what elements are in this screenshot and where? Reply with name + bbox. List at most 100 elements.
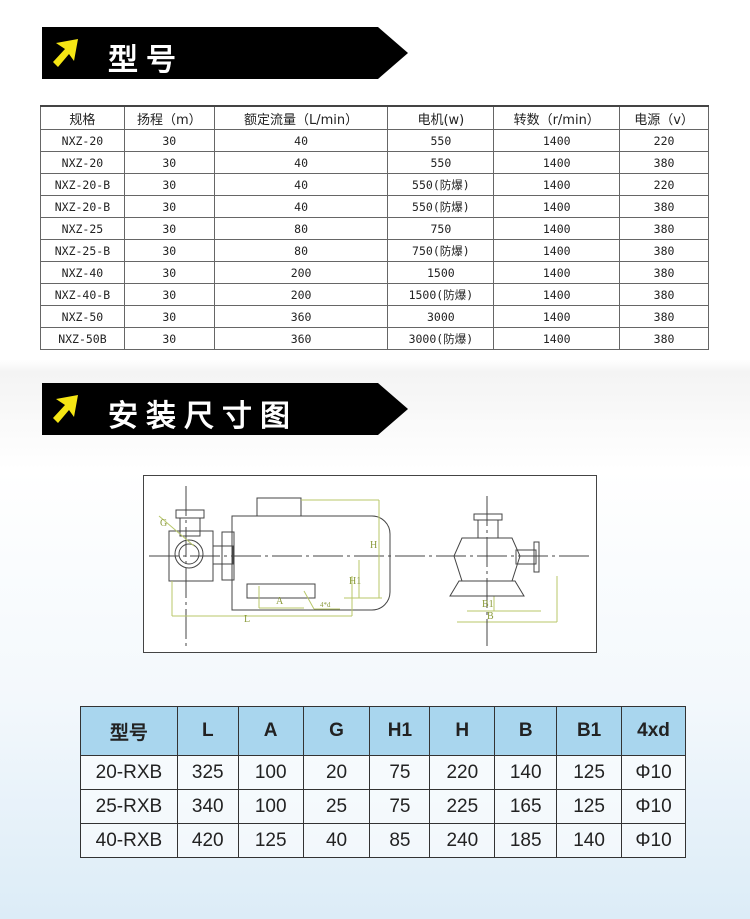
table-cell: 380 [619, 239, 709, 262]
table-row: 25-RXB 340 100 25 75 225 165 125 Φ10 [80, 789, 686, 824]
table-cell: 380 [619, 195, 709, 218]
table-cell: 85 [369, 823, 431, 858]
table-cell: NXZ-25 [40, 217, 125, 240]
table-cell: 1400 [493, 217, 621, 240]
table-cell: NXZ-20-B [40, 195, 125, 218]
table-cell: 30 [123, 129, 215, 152]
table-cell: 125 [556, 755, 623, 790]
table-cell: 1400 [493, 151, 621, 174]
table-cell: 420 [176, 823, 239, 858]
table-cell: 30 [123, 217, 215, 240]
column-header: L [176, 706, 239, 756]
column-header: G [302, 706, 371, 756]
table-cell: NXZ-40 [40, 261, 125, 284]
table-row: NXZ-20 30 40 550 1400 220 [40, 129, 709, 152]
table-cell: NXZ-50B [40, 327, 125, 350]
table-cell: NXZ-25-B [40, 239, 125, 262]
column-header: 型号 [80, 706, 178, 756]
section-title: 型号 [108, 43, 184, 78]
table-cell: 550(防爆) [387, 195, 495, 218]
table-cell: 220 [619, 173, 709, 196]
table-cell: Φ10 [621, 823, 686, 858]
table-row: NXZ-20-B 30 40 550(防爆) 1400 380 [40, 195, 709, 218]
column-header: 电源（v） [619, 105, 709, 130]
table-cell: 30 [123, 173, 215, 196]
table-row: NXZ-50B 30 360 3000(防爆) 1400 380 [40, 327, 709, 350]
table-cell: 30 [123, 195, 215, 218]
table-cell: NXZ-50 [40, 305, 125, 328]
table-cell: 240 [429, 823, 496, 858]
table-cell: NXZ-20-B [40, 173, 125, 196]
diagram-label-4d: 4*d [320, 601, 331, 609]
column-header: 扬程（m） [123, 105, 215, 130]
table-cell: 380 [619, 261, 709, 284]
table-cell: 1400 [493, 129, 621, 152]
column-header: B1 [556, 706, 623, 756]
column-header: 额定流量（L/min） [213, 105, 389, 130]
table-cell: 380 [619, 283, 709, 306]
table-cell: 1400 [493, 239, 621, 262]
column-header: A [237, 706, 304, 756]
table-cell: 1400 [493, 305, 621, 328]
table-row: NXZ-50 30 360 3000 1400 380 [40, 305, 709, 328]
table-cell: 40 [213, 129, 389, 152]
table-cell: 30 [123, 261, 215, 284]
table-cell: 25 [302, 789, 371, 824]
table-cell: 1500(防爆) [387, 283, 495, 306]
table-cell: 220 [619, 129, 709, 152]
table-cell: 750(防爆) [387, 239, 495, 262]
table-row: NXZ-40-B 30 200 1500(防爆) 1400 380 [40, 283, 709, 306]
column-header: 电机(w) [387, 105, 495, 130]
table-cell: NXZ-20 [40, 151, 125, 174]
diagram-label-l: L [244, 614, 250, 625]
table-cell: 40-RXB [80, 823, 178, 858]
diagram-label-a: A [276, 596, 284, 607]
table-row: NXZ-25 30 80 750 1400 380 [40, 217, 709, 240]
table-cell: 1400 [493, 173, 621, 196]
table-cell: 1400 [493, 195, 621, 218]
table-row: NXZ-40 30 200 1500 1400 380 [40, 261, 709, 284]
diagram-label-h1: H1 [349, 576, 361, 587]
table-cell: 40 [213, 195, 389, 218]
table-cell: 30 [123, 151, 215, 174]
table-cell: NXZ-20 [40, 129, 125, 152]
table-cell: 550 [387, 129, 495, 152]
table-cell: 100 [237, 789, 304, 824]
arrow-icon [53, 39, 78, 67]
table-cell: 550(防爆) [387, 173, 495, 196]
table-cell: 40 [213, 173, 389, 196]
column-header: H1 [369, 706, 431, 756]
column-header: 4xd [621, 706, 686, 756]
table-cell: 1400 [493, 261, 621, 284]
table-cell: 1500 [387, 261, 495, 284]
section-banner-install: 安装尺寸图 [42, 383, 408, 435]
table-cell: 30 [123, 283, 215, 306]
table-cell: 20-RXB [80, 755, 178, 790]
table-row: 20-RXB 325 100 20 75 220 140 125 Φ10 [80, 755, 686, 790]
table-cell: 750 [387, 217, 495, 240]
section-banner-model: 型号 [42, 27, 408, 79]
diagram-label-b1: B1 [482, 599, 494, 610]
table-cell: 80 [213, 239, 389, 262]
table-cell: 100 [237, 755, 304, 790]
table-cell: 185 [494, 823, 558, 858]
table-cell: 1400 [493, 283, 621, 306]
installation-diagram: G H H1 A L 4*d B1 B [143, 475, 597, 653]
table-cell: 75 [369, 789, 431, 824]
table-row: NXZ-25-B 30 80 750(防爆) 1400 380 [40, 239, 709, 262]
dimension-table: 型号 L A G H1 H B B1 4xd 20-RXB 325 100 20 75 220 140 125 Φ… [80, 706, 686, 858]
table-cell: 1400 [493, 327, 621, 350]
table-cell: 340 [176, 789, 239, 824]
table-cell: 225 [429, 789, 496, 824]
table-cell: 550 [387, 151, 495, 174]
column-header: 规格 [40, 105, 125, 130]
table-cell: 20 [302, 755, 371, 790]
table-cell: 125 [237, 823, 304, 858]
table-cell: 325 [176, 755, 239, 790]
table-cell: 3000(防爆) [387, 327, 495, 350]
column-header: H [429, 706, 496, 756]
table-cell: 360 [213, 327, 389, 350]
table-cell: 200 [213, 261, 389, 284]
diagram-label-h: H [370, 540, 377, 551]
table-cell: 30 [123, 327, 215, 350]
